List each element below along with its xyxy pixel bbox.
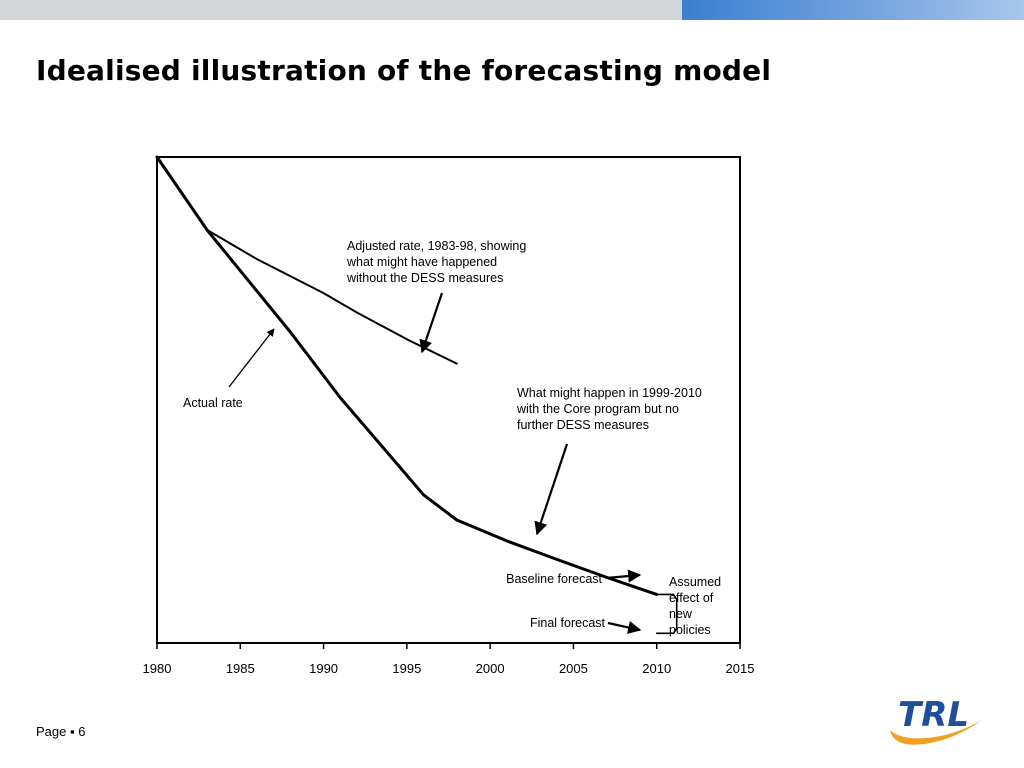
x-tick-label: 2015 [726,661,755,676]
page-number: 6 [78,724,86,739]
x-tick-label: 1990 [309,661,338,676]
arrow-actual [228,328,275,388]
annotation-final: Final forecast [530,616,606,630]
annotation-policies: Assumed effect of new policies [669,575,721,637]
arrow-core [534,443,569,536]
page-label: Page [36,724,67,739]
slide-title: Idealised illustration of the forecastin… [36,54,772,87]
x-tick-label: 1995 [392,661,421,676]
x-tick-label: 1980 [143,661,172,676]
arrow-adjusted [419,292,444,354]
x-tick-label: 2010 [642,661,671,676]
logo-text: TRL [898,695,969,735]
annotation-core: What might happen in 1999-2010 with the C… [516,386,702,432]
annotation-baseline: Baseline forecast [506,572,602,586]
series-line-forecast-core [455,518,659,596]
annotation-adjusted: Adjusted rate, 1983-98, showing what migh… [346,239,526,285]
series-line-actual [155,155,459,522]
arrow-baseline [605,569,642,583]
series-line-adjusted [206,228,458,365]
trl-logo-icon: TRL [890,695,982,745]
logo-swoosh [890,720,982,745]
page-separator: ▪ [70,724,75,739]
annotation-actual: Actual rate [183,396,243,410]
plot-frame [156,156,741,644]
x-tick-label: 2005 [559,661,588,676]
x-tick-label: 1985 [226,661,255,676]
top-banner [0,0,1024,20]
page-footer: Page ▪ 6 [36,724,85,739]
x-tick-label: 2000 [476,661,505,676]
series-line-final-forecast-gap [655,593,678,635]
top-banner-accent [682,0,1024,20]
arrow-final [607,621,642,634]
